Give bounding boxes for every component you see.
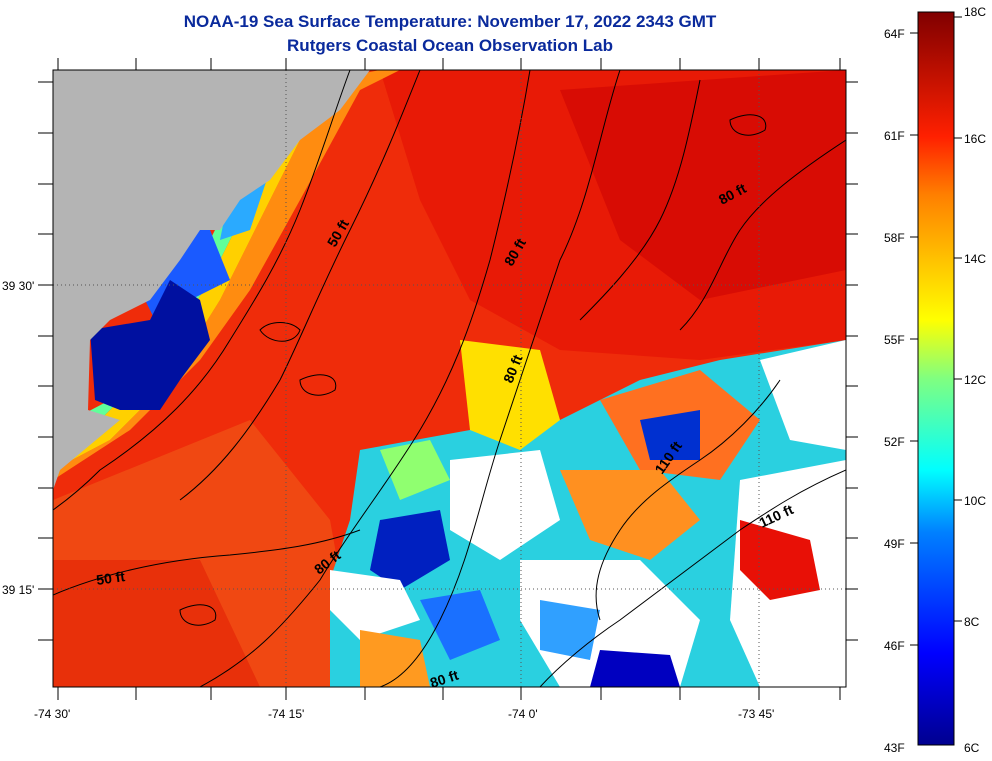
x-tick-label: -73 45' xyxy=(738,707,774,721)
colorbar-label-f: 61F xyxy=(884,129,905,143)
colorbar-label-f: 43F xyxy=(884,741,905,755)
x-tick-label: -74 30' xyxy=(34,707,70,721)
bathymetry-contours xyxy=(53,70,846,687)
colorbar-label-c: 10C xyxy=(964,494,986,508)
color-bar xyxy=(917,11,955,746)
y-tick-label: 39 15' xyxy=(2,583,34,597)
colorbar-label-c: 8C xyxy=(964,615,980,629)
colorbar-label-c: 18C xyxy=(964,5,986,19)
colorbar-ticks xyxy=(910,16,962,646)
colorbar-label-c: 6C xyxy=(964,741,980,755)
map-title: NOAA-19 Sea Surface Temperature: Novembe… xyxy=(183,12,717,31)
graticule xyxy=(53,70,846,687)
map-subtitle: Rutgers Coastal Ocean Observation Lab xyxy=(287,36,613,55)
colorbar-label-f: 46F xyxy=(884,639,905,653)
contour-label: 50 ft xyxy=(95,568,126,588)
x-tick-label: -74 15' xyxy=(268,707,304,721)
y-tick-label: 39 30' xyxy=(2,279,34,293)
plot-frame xyxy=(52,69,847,688)
colorbar-label-c: 16C xyxy=(964,132,986,146)
colorbar-label-c: 14C xyxy=(964,252,986,266)
colorbar-label-f: 55F xyxy=(884,333,905,347)
colorbar-label-f: 52F xyxy=(884,435,905,449)
axis-ticks xyxy=(38,58,858,700)
colorbar-label-c: 12C xyxy=(964,373,986,387)
sst-field xyxy=(53,70,846,687)
colorbar-label-f: 49F xyxy=(884,537,905,551)
colorbar-label-f: 64F xyxy=(884,27,905,41)
x-tick-label: -74 0' xyxy=(508,707,538,721)
colorbar-label-f: 58F xyxy=(884,231,905,245)
